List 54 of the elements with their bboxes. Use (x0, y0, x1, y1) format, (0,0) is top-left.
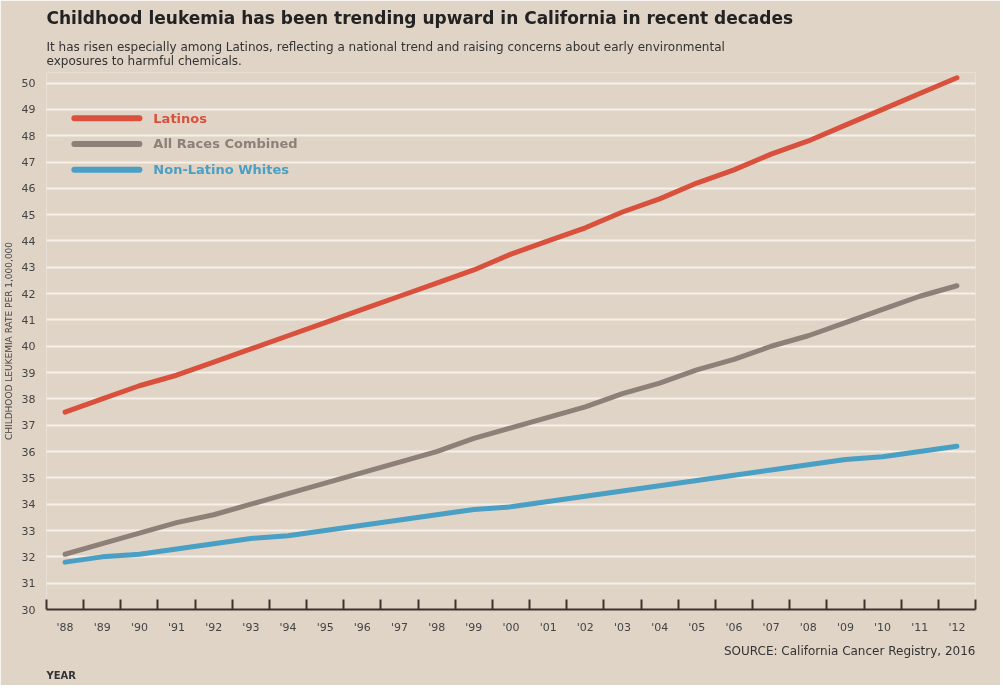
y-tick-label: 45 (21, 208, 36, 222)
x-tick-label: '96 (353, 620, 371, 634)
y-tick-label: 34 (21, 498, 36, 512)
y-tick-label: 36 (21, 445, 36, 459)
x-axis-title: YEAR (45, 669, 77, 681)
text: All Races Combined (153, 136, 298, 152)
source-note: SOURCE: California Cancer Registry, 2016 (723, 643, 976, 658)
text: Non-Latino Whites (153, 162, 290, 178)
x-tick-label: '12 (948, 620, 966, 634)
y-tick-label: 44 (21, 234, 36, 248)
y-tick-label: 37 (21, 419, 36, 433)
y-tick-label: 39 (21, 366, 36, 380)
x-tick-label: '00 (502, 620, 520, 634)
x-tick-label: '07 (762, 620, 780, 634)
x-tick-label: '10 (874, 620, 892, 634)
x-tick-label: '09 (836, 620, 854, 634)
x-tick-label: '06 (725, 620, 743, 634)
y-tick-label: 30 (21, 603, 36, 617)
x-tick-label: '11 (911, 620, 929, 634)
x-tick-label: '04 (651, 620, 669, 634)
x-tick-label: '99 (465, 620, 483, 634)
x-tick-label: '91 (168, 620, 186, 634)
x-tick-label: '95 (316, 620, 334, 634)
x-tick-label: '94 (279, 620, 297, 634)
y-tick-label: 49 (21, 103, 36, 117)
x-tick-label: '01 (539, 620, 557, 634)
y-tick-label: 46 (21, 182, 36, 196)
y-tick-label: 40 (21, 340, 36, 354)
y-tick-label: 50 (21, 77, 36, 91)
x-tick-label: '90 (130, 620, 148, 634)
y-tick-label: 33 (21, 524, 36, 538)
x-tick-label: '98 (428, 620, 446, 634)
y-tick-label: 48 (21, 129, 36, 143)
x-tick-label: '93 (242, 620, 260, 634)
y-tick-label: 47 (21, 156, 36, 169)
y-tick-label: 31 (21, 577, 36, 591)
x-tick-label: '03 (613, 620, 631, 634)
x-tick-label: '05 (688, 620, 706, 634)
x-tick-label: '89 (93, 620, 111, 634)
y-tick-label: 38 (21, 392, 36, 406)
x-tick-label: '08 (799, 620, 817, 634)
x-tick-label: '88 (56, 620, 74, 634)
y-tick-label: 32 (21, 550, 36, 564)
chart-title: Childhood leukemia has been trending upward in California in recent decades (46, 7, 794, 28)
y-tick-label: 43 (21, 261, 36, 275)
y-axis-title: CHILDHOOD LEUKEMIA RATE PER 1,000,000 (3, 241, 14, 441)
chart-subtitle: It has risen especially among Latinos, reflecting a national trend and raising concerns about early environmental exposures to harmful chemicals. (46, 39, 725, 68)
y-tick-label: 35 (21, 471, 36, 485)
text: Latinos (153, 110, 208, 126)
x-tick-label: '02 (576, 620, 594, 634)
y-tick-label: 41 (21, 313, 36, 327)
x-tick-label: '92 (205, 620, 223, 634)
y-tick-label: 42 (21, 287, 36, 301)
x-tick-label: '97 (391, 620, 409, 634)
